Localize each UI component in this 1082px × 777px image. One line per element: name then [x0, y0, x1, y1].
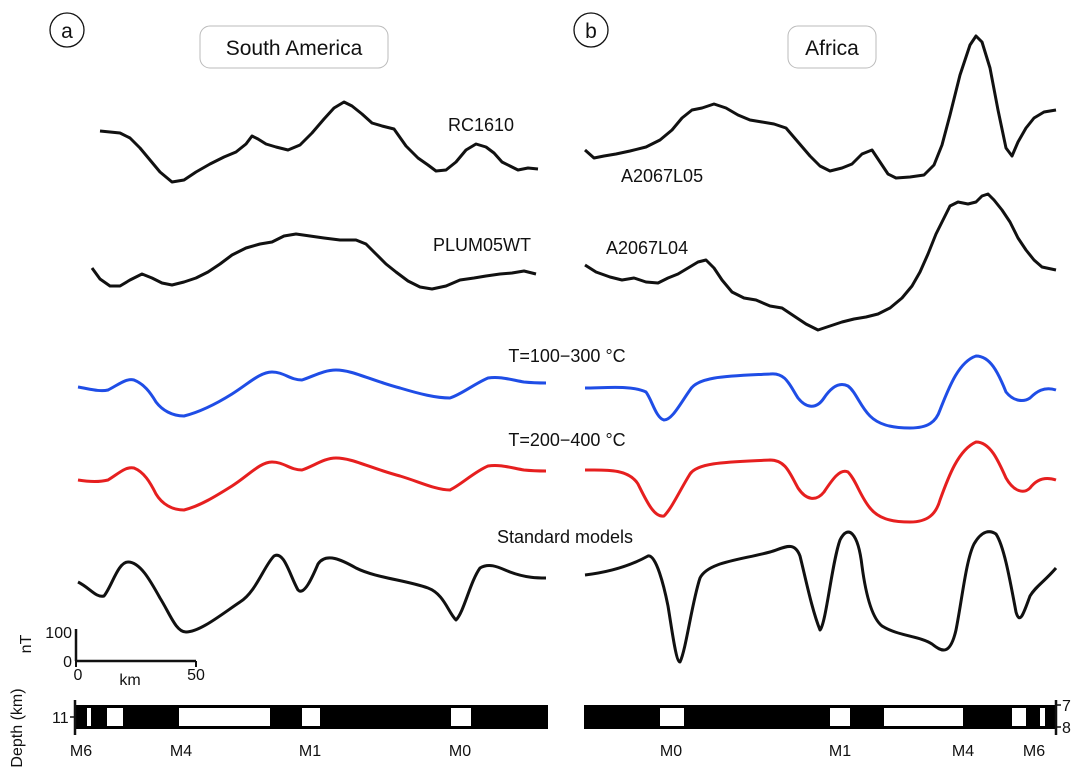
chron-label-a-m4: M4	[170, 743, 192, 760]
panel-a-letter: a	[49, 12, 85, 48]
model-label-t100-300: T=100−300 °C	[508, 346, 625, 366]
profile-rc1610	[99, 100, 539, 184]
scale-y-tick-0: 0	[63, 654, 72, 671]
scale-bar: 100 0 nT 0 50 km	[18, 625, 205, 689]
chron-label-b-m0: M0	[660, 743, 682, 760]
model-curve-standard-b	[584, 530, 1058, 664]
region-title-africa: Africa	[787, 25, 877, 69]
scale-x-unit: km	[119, 672, 140, 689]
chron-label-a-m1: M1	[299, 743, 321, 760]
panel-b-letter: b	[573, 12, 609, 48]
profile-label-a2067l04: A2067L04	[606, 238, 688, 258]
profile-label-rc1610: RC1610	[448, 115, 514, 135]
chron-label-b-m6: M6	[1023, 743, 1045, 760]
profile-a2067l04	[584, 192, 1057, 332]
panel-a-letter-text: a	[61, 20, 73, 43]
chron-label-b-m4: M4	[952, 743, 974, 760]
model-curve-standard-a	[77, 553, 547, 634]
depth-right-tick-8: 8	[1062, 720, 1071, 737]
chron-label-b-m1: M1	[829, 743, 851, 760]
model-label-standard: Standard models	[497, 527, 633, 547]
region-title-south-america: South America	[199, 25, 389, 69]
chron-label-a-m6: M6	[70, 743, 92, 760]
region-title-africa-text: Africa	[805, 37, 859, 60]
model-curve-t200-a	[77, 456, 547, 512]
model-curve-t100-b	[584, 354, 1057, 430]
model-curve-t100-a	[77, 368, 547, 418]
scale-y-unit: nT	[18, 634, 35, 653]
region-title-south-america-text: South America	[226, 37, 363, 60]
scale-x-tick-0: 0	[74, 667, 83, 684]
scale-y-tick-100: 100	[45, 625, 72, 642]
chron-label-a-m0: M0	[449, 743, 471, 760]
depth-right-tick-7: 7	[1062, 698, 1071, 715]
depth-left-tick-label: 11	[52, 710, 69, 727]
scale-x-tick-50: 50	[187, 667, 205, 684]
depth-axis-label: Depth (km)	[9, 688, 26, 767]
polarity-bar-b	[584, 700, 1061, 735]
panel-b-letter-text: b	[585, 20, 597, 43]
model-label-t200-400: T=200−400 °C	[508, 430, 625, 450]
model-curve-t200-b	[584, 440, 1057, 524]
profile-plum05wt	[90, 232, 537, 291]
profile-a2067l05	[584, 34, 1057, 180]
profile-label-plum05wt: PLUM05WT	[433, 235, 531, 255]
polarity-bar-a	[73, 700, 548, 735]
profile-label-a2067l05: A2067L05	[621, 166, 703, 186]
